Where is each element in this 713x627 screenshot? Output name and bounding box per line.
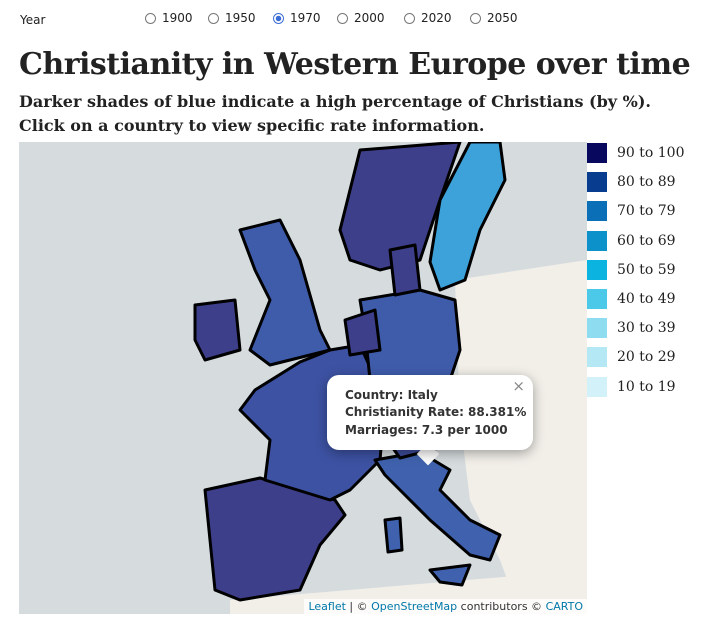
legend-item: 30 to 39 <box>587 318 676 339</box>
legend-item: 70 to 79 <box>587 201 676 222</box>
legend-item: 40 to 49 <box>587 289 676 309</box>
legend-swatch <box>587 201 607 222</box>
radio[interactable] <box>470 12 481 24</box>
legend-item: 50 to 59 <box>587 259 676 280</box>
legend-label: 60 to 69 <box>617 232 676 249</box>
radio-label: 2020 <box>421 11 452 25</box>
attribution-text: | © <box>345 600 372 613</box>
year-option[interactable]: 2000 <box>337 11 385 25</box>
legend-label: 50 to 59 <box>617 261 676 278</box>
legend-label: 80 to 89 <box>617 174 676 191</box>
subtitle: Click on a country to view specific rate… <box>19 116 485 135</box>
popup-line: Country: Italy <box>345 388 438 402</box>
radio-label: 2000 <box>354 11 385 25</box>
radio-label: 1950 <box>225 11 256 25</box>
attribution-link[interactable]: CARTO <box>545 600 583 613</box>
year-option[interactable]: 2020 <box>404 11 452 25</box>
legend-label: 70 to 79 <box>617 203 676 220</box>
popup-line: Marriages: 7.3 per 1000 <box>345 423 508 437</box>
popup-close[interactable]: × <box>512 377 525 395</box>
legend-swatch <box>587 289 607 309</box>
year-option[interactable]: 1950 <box>208 11 256 25</box>
radio[interactable] <box>208 12 219 24</box>
legend-swatch <box>587 347 607 368</box>
attribution-link[interactable]: OpenStreetMap <box>371 600 458 613</box>
year-option[interactable]: 2050 <box>470 11 518 25</box>
radio[interactable] <box>145 12 156 24</box>
radio[interactable] <box>273 12 284 24</box>
radio-label: 2050 <box>487 11 518 25</box>
legend-item: 90 to 100 <box>587 143 685 163</box>
subtitle: Darker shades of blue indicate a high pe… <box>19 92 651 111</box>
legend-item: 10 to 19 <box>587 376 676 397</box>
legend-label: 90 to 100 <box>617 145 685 161</box>
popup-line: Christianity Rate: 88.381% <box>345 405 527 419</box>
legend-swatch <box>587 259 607 280</box>
attribution-text: contributors © <box>457 600 546 613</box>
legend-item: 20 to 29 <box>587 347 676 368</box>
year-option[interactable]: 1900 <box>145 11 193 25</box>
year-label: Year <box>20 13 46 27</box>
title: Christianity in Western Europe over time <box>19 47 691 82</box>
legend-swatch <box>587 318 607 339</box>
legend-swatch <box>587 230 607 251</box>
popup: × Country: Italy Christianity Rate: 88.3… <box>327 375 533 450</box>
year-option[interactable]: 1970 <box>273 11 321 25</box>
radio[interactable] <box>337 12 348 24</box>
legend-label: 20 to 29 <box>617 349 676 366</box>
legend-item: 80 to 89 <box>587 172 676 193</box>
attribution-link[interactable]: Leaflet <box>308 600 346 613</box>
legend-label: 10 to 19 <box>617 378 676 395</box>
radio[interactable] <box>404 12 415 24</box>
legend-item: 60 to 69 <box>587 230 676 251</box>
radio-label: 1900 <box>162 11 193 25</box>
legend-label: 30 to 39 <box>617 320 676 337</box>
legend-swatch <box>587 172 607 193</box>
attribution: Leaflet | © OpenStreetMap contributors ©… <box>304 599 587 614</box>
legend-swatch <box>587 143 607 163</box>
legend-swatch <box>587 376 607 397</box>
radio-label: 1970 <box>290 11 321 25</box>
legend-label: 40 to 49 <box>617 291 676 307</box>
